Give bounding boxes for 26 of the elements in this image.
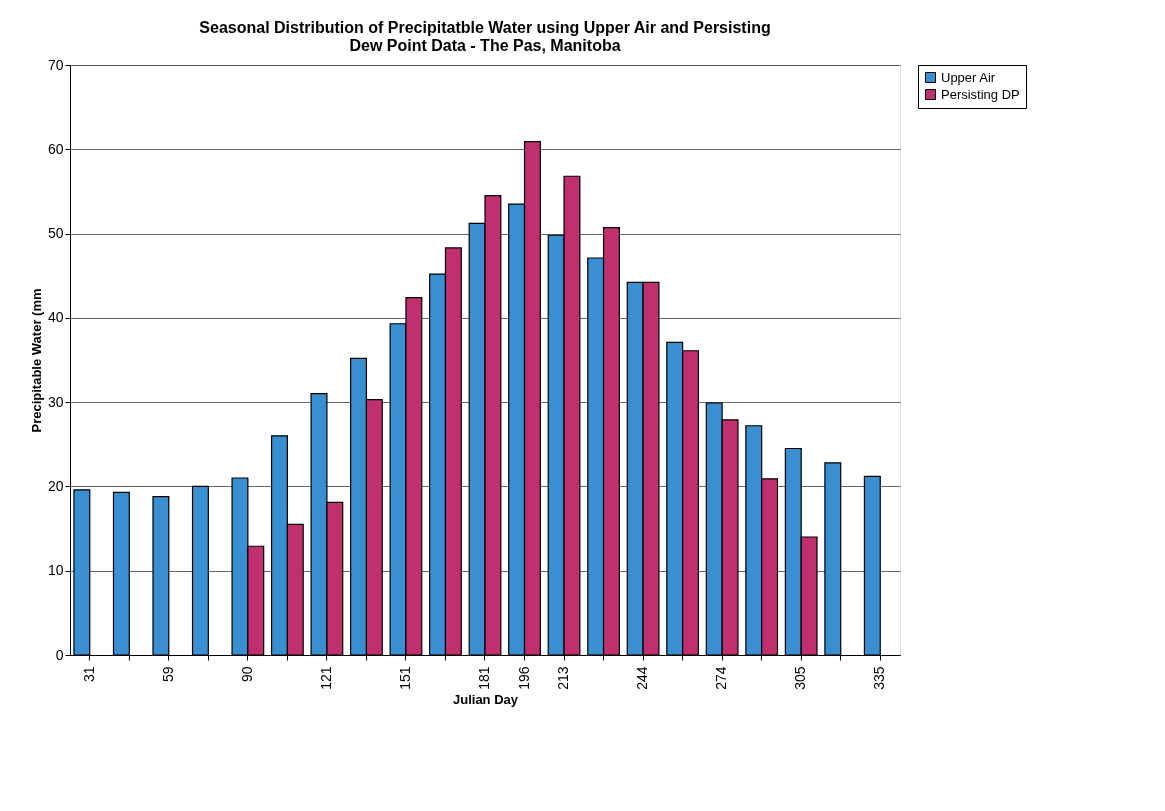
y-tick-label: 60 (47, 140, 64, 157)
x-tick-label: 151 (396, 666, 413, 690)
text: Seasonal Distribution of Precipitatble Water using Upper Air and Persisting (199, 19, 771, 36)
x-tick-label: 59 (159, 666, 176, 683)
y-tick-label: 70 (47, 56, 64, 73)
y-tick-label: 20 (47, 477, 64, 494)
y-tick-label: 30 (47, 393, 64, 410)
y-tick-label: 50 (47, 225, 64, 242)
x-tick-label: 274 (713, 666, 730, 690)
text: Dew Point Data - The Pas, Manitoba (349, 37, 621, 54)
y-tick-label: 0 (55, 646, 64, 663)
y-tick-label: 40 (47, 309, 64, 326)
x-tick-label: 244 (634, 666, 651, 690)
x-tick-label: 90 (238, 666, 255, 683)
y-tick-label: 10 (47, 562, 64, 579)
x-tick-label: 305 (792, 666, 809, 690)
x-tick-label: 196 (515, 666, 532, 690)
legend-label: Persisting DP (941, 86, 1020, 102)
x-tick-label: 213 (555, 666, 572, 690)
y-axis-title: Precipitable Water (mm (28, 288, 44, 433)
legend-label: Upper Air (941, 69, 996, 85)
x-tick-label: 121 (317, 666, 334, 690)
x-tick-label: 181 (476, 666, 492, 690)
x-tick-label: 31 (80, 666, 97, 683)
x-tick-label: 335 (871, 666, 888, 690)
x-axis-title: Julian Day (452, 691, 519, 707)
